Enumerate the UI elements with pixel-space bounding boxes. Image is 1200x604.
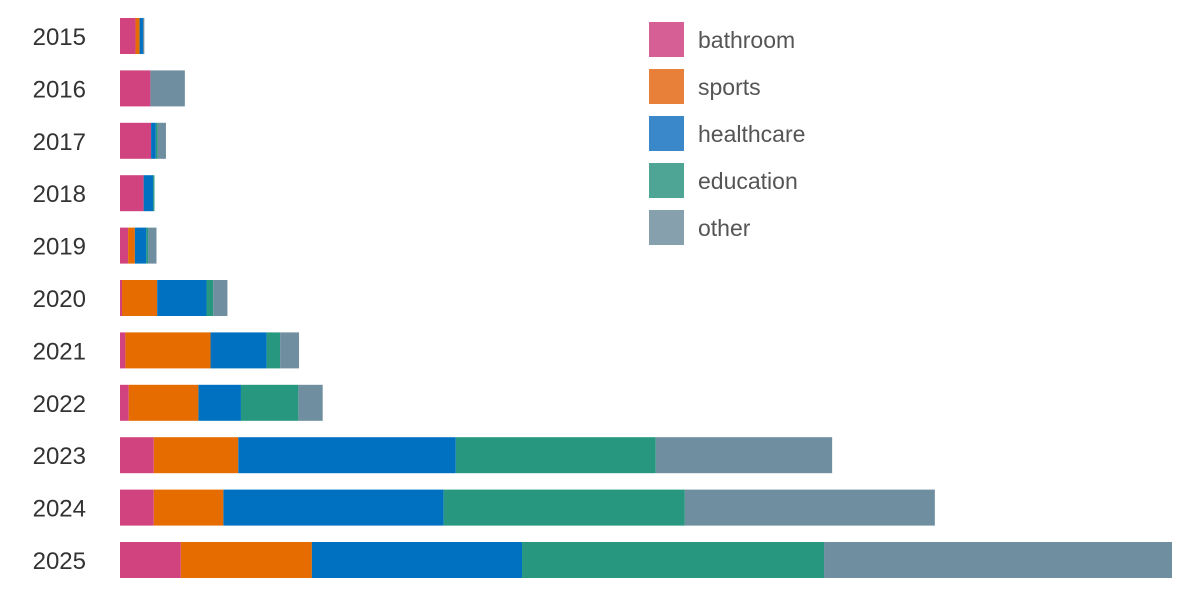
bar-2024-sports [153, 489, 224, 526]
bar-2020-sports [122, 280, 158, 316]
bar-2021-bathroom [120, 332, 126, 369]
bar-2024-other [684, 489, 935, 526]
y-tick-label-2019: 2019 [33, 234, 86, 261]
bar-2025-sports [180, 542, 312, 578]
bar-2025-healthcare [311, 542, 523, 578]
bar-2020-healthcare [157, 280, 207, 316]
bar-2015-healthcare [139, 18, 143, 54]
bar-2015-other [142, 18, 145, 54]
bar-2022-sports [128, 384, 199, 421]
bar-2021-education [266, 332, 281, 369]
bar-2017-other [157, 122, 166, 159]
bar-2022-other [298, 384, 323, 421]
bar-2020-other [213, 280, 228, 316]
bar-2019-bathroom [120, 227, 129, 264]
bar-2015-sports [135, 18, 140, 54]
legend-label-sports: sports [698, 74, 761, 100]
bar-2021-sports [125, 332, 211, 369]
bar-2017-bathroom [120, 122, 152, 159]
bar-2023-other [655, 437, 833, 474]
y-tick-label-2021: 2021 [33, 338, 86, 365]
legend: bathroom sports healthcare education other [649, 22, 805, 245]
legend-label-healthcare: healthcare [698, 121, 805, 147]
bar-2023-education [455, 437, 656, 474]
bar-2019-healthcare [134, 227, 147, 264]
legend-swatch-sports [649, 69, 684, 104]
y-tick-label-2018: 2018 [33, 181, 86, 208]
bar-2016-bathroom [120, 70, 151, 107]
y-tick-label-2015: 2015 [33, 24, 86, 51]
bar-2025-other [824, 542, 1172, 578]
bar-2022-education [240, 384, 299, 421]
bar-2016-other [150, 70, 185, 107]
y-tick-label-2024: 2024 [33, 496, 86, 523]
bar-2022-bathroom [120, 384, 129, 421]
bar-2017-healthcare [151, 122, 156, 159]
legend-label-bathroom: bathroom [698, 27, 795, 53]
y-tick-label-2017: 2017 [33, 129, 86, 156]
legend-label-other: other [698, 215, 751, 241]
bar-2020-bathroom [120, 280, 123, 316]
bar-2018-bathroom [120, 175, 144, 212]
bar-2018-education [153, 175, 155, 212]
bar-2019-sports [128, 227, 135, 264]
bar-2019-other [148, 227, 157, 264]
y-tick-label-2016: 2016 [33, 76, 86, 103]
bar-2022-healthcare [198, 384, 241, 421]
bar-2024-education [443, 489, 685, 526]
bar-2015-bathroom [120, 18, 136, 54]
legend-swatch-education [649, 163, 684, 198]
bars-group [120, 18, 1172, 578]
bar-2019-education [146, 227, 149, 264]
bar-2024-healthcare [223, 489, 444, 526]
y-tick-label-2023: 2023 [33, 443, 86, 470]
legend-swatch-bathroom [649, 22, 684, 57]
bar-2023-bathroom [120, 437, 154, 474]
legend-swatch-healthcare [649, 116, 684, 151]
y-tick-label-2022: 2022 [33, 391, 86, 418]
bar-2018-healthcare [143, 175, 154, 212]
bar-2021-healthcare [210, 332, 267, 369]
y-tick-label-2025: 2025 [33, 548, 86, 575]
bar-2025-education [522, 542, 825, 578]
y-tick-label-2020: 2020 [33, 286, 86, 313]
bar-2021-other [280, 332, 300, 369]
legend-label-education: education [698, 168, 798, 194]
bar-2023-sports [153, 437, 239, 474]
legend-swatch-other [649, 210, 684, 245]
y-axis-labels: 2015 2016 2017 2018 2019 2020 2021 2022 2023 2024… [33, 24, 86, 575]
bar-2024-bathroom [120, 489, 154, 526]
bar-2025-bathroom [120, 542, 181, 578]
bar-2017-education [155, 122, 158, 159]
bar-2020-education [206, 280, 214, 316]
bar-2023-healthcare [238, 437, 456, 474]
